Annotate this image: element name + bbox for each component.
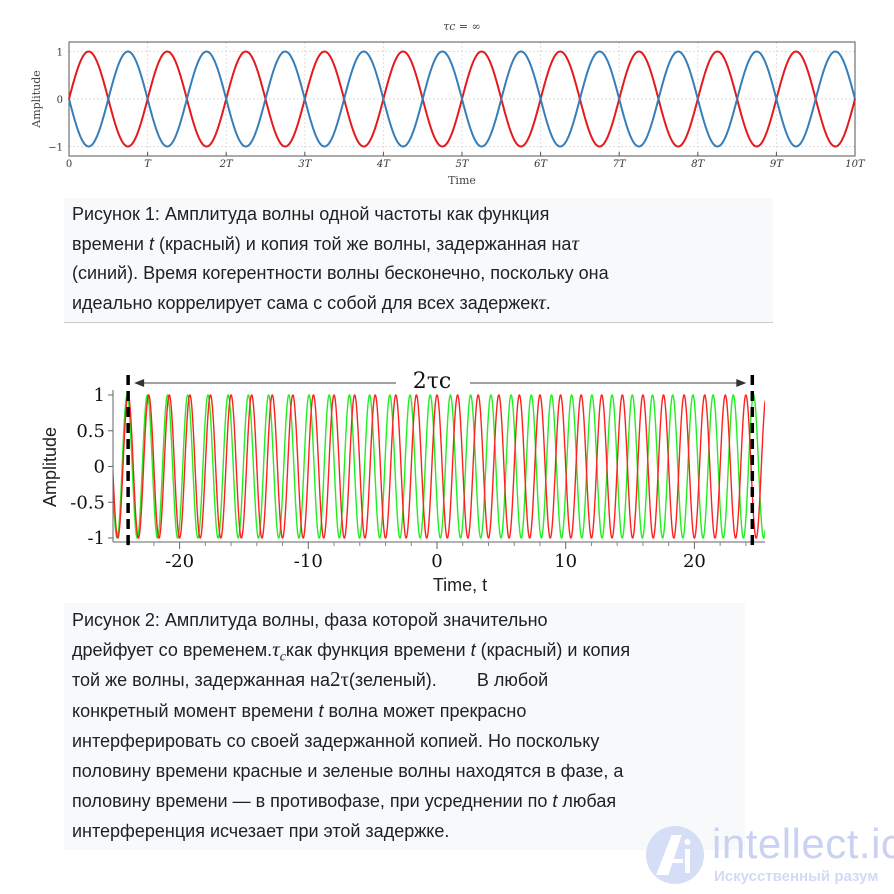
y-tick-label: 0.5	[76, 421, 105, 442]
x-tick-label: 7T	[613, 159, 627, 170]
math-2tau: 2τ	[329, 667, 349, 692]
y-tick-label: -1	[87, 528, 105, 549]
text: (зеленый). В любой	[348, 670, 549, 691]
caption-line: той же волны, задержанная на2τ(зеленый).…	[72, 665, 737, 695]
text: (красный) и копия	[475, 640, 631, 661]
arrowhead-right-icon	[736, 379, 747, 387]
text: дрейфует со временем.	[72, 640, 273, 661]
series-blue-delayed-wave	[68, 50, 856, 148]
text: (красный) и копия той же волны, задержан…	[153, 233, 572, 254]
x-tick-label: -10	[294, 551, 323, 572]
text: половину времени — в противофазе, при ус…	[72, 791, 553, 812]
text: идеально коррелирует сама с собой для вс…	[72, 292, 539, 313]
caption-line: (синий). Время когерентности волны беско…	[72, 263, 609, 283]
x-tick-label: 5T	[455, 159, 469, 170]
math-t: t	[318, 700, 324, 721]
caption-line: дрейфует со временем.τcкак функция време…	[72, 635, 737, 665]
x-tick-label: 0	[431, 551, 442, 572]
arrowhead-left-icon	[134, 379, 145, 387]
chart-1-title: τc = ∞	[443, 20, 481, 33]
y-tick-label: −1	[48, 143, 63, 154]
chart-1-ylabel: Amplitude	[30, 70, 43, 129]
x-tick-label: 8T	[691, 159, 705, 170]
caption-line: Рисунок 2: Амплитуда волны, фаза которой…	[72, 610, 548, 630]
y-tick-label: 0	[57, 95, 63, 106]
series-green-delayed-wave	[113, 394, 765, 539]
x-tick-label: T	[144, 159, 152, 170]
y-tick-label: -0.5	[70, 492, 105, 513]
chart-2-ylabel: Amplitude	[40, 427, 60, 507]
x-tick-label: 10T	[845, 159, 866, 170]
math-tau: τ	[272, 637, 280, 662]
watermark-logo-icon	[646, 826, 704, 884]
text: той же волны, задержанная на	[72, 670, 330, 691]
caption-line: половину времени красные и зеленые волны…	[72, 760, 624, 781]
math-t: t	[148, 233, 154, 254]
chart-1-xlabel: Time	[448, 174, 476, 187]
math-t: t	[470, 640, 476, 661]
x-tick-label: 2T	[219, 159, 234, 170]
figure-1-caption: Рисунок 1: Амплитуда волны одной частоты…	[64, 198, 773, 323]
x-tick-label: 0	[66, 159, 72, 170]
text: .	[545, 292, 551, 313]
x-tick-label: 20	[683, 551, 706, 572]
figure-2-caption: Рисунок 2: Амплитуда волны, фаза которой…	[64, 603, 745, 850]
math-tau: τ	[538, 289, 546, 314]
y-tick-label: 0	[94, 457, 105, 478]
math-tau: τ	[571, 230, 579, 255]
caption-line: конкретный момент времени t волна может …	[72, 696, 737, 726]
watermark-tagline: Искусственный разум	[714, 868, 879, 885]
text: как функция времени	[285, 640, 471, 661]
x-tick-label: 6T	[534, 159, 548, 170]
caption-line: интерферировать со своей задержанной коп…	[72, 730, 600, 751]
x-tick-label: 4T	[376, 159, 391, 170]
series-red-wave	[113, 394, 765, 539]
x-tick-label: 3T	[298, 159, 312, 170]
y-tick-label: 1	[57, 48, 63, 59]
chart-2-xlabel: Time, t	[433, 575, 487, 595]
caption-line: Рисунок 1: Амплитуда волны одной частоты…	[72, 204, 550, 224]
math-t: t	[552, 791, 558, 812]
x-tick-label: 10	[554, 551, 577, 572]
text: конкретный момент времени	[72, 700, 319, 721]
math-sub-c: c	[279, 649, 286, 665]
y-tick-label: 1	[94, 385, 105, 406]
caption-line: идеально коррелирует сама с собой для вс…	[72, 289, 765, 319]
caption-line: половину времени — в противофазе, при ус…	[72, 786, 737, 816]
caption-line: интерференция исчезает при этой задержке…	[72, 821, 450, 842]
text: любая	[557, 791, 617, 812]
watermark-brand: intellect.icu	[712, 820, 894, 867]
x-tick-label: 9T	[770, 159, 784, 170]
caption-line: времени t (красный) и копия той же волны…	[72, 230, 765, 260]
text: времени	[72, 233, 149, 254]
chart-2-annotation-label: 2τc	[413, 369, 452, 394]
x-tick-label: -20	[165, 551, 194, 572]
text: волна может прекрасно	[323, 700, 527, 721]
